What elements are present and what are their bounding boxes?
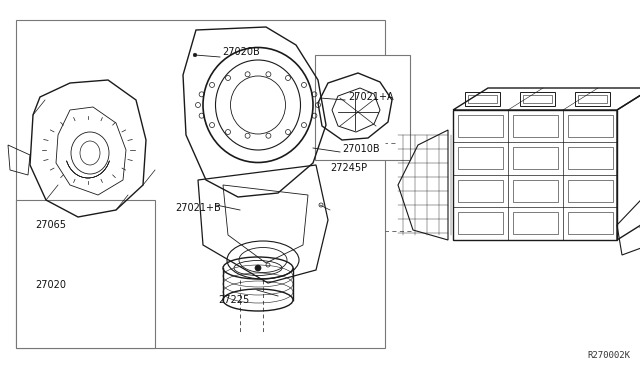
- Text: 27020: 27020: [35, 280, 66, 290]
- Text: 27245P: 27245P: [330, 163, 367, 173]
- Text: 27021+B: 27021+B: [175, 203, 221, 213]
- Bar: [315, 55, 410, 160]
- Bar: [16, 200, 155, 348]
- Text: 27065: 27065: [35, 220, 66, 230]
- Text: R270002K: R270002K: [587, 350, 630, 359]
- Circle shape: [255, 265, 261, 271]
- Text: 27020B: 27020B: [222, 47, 260, 57]
- Text: 27021+A: 27021+A: [348, 92, 394, 102]
- Bar: [16, 20, 385, 348]
- Text: 27010B: 27010B: [342, 144, 380, 154]
- Circle shape: [193, 53, 197, 57]
- Text: 27225: 27225: [218, 295, 249, 305]
